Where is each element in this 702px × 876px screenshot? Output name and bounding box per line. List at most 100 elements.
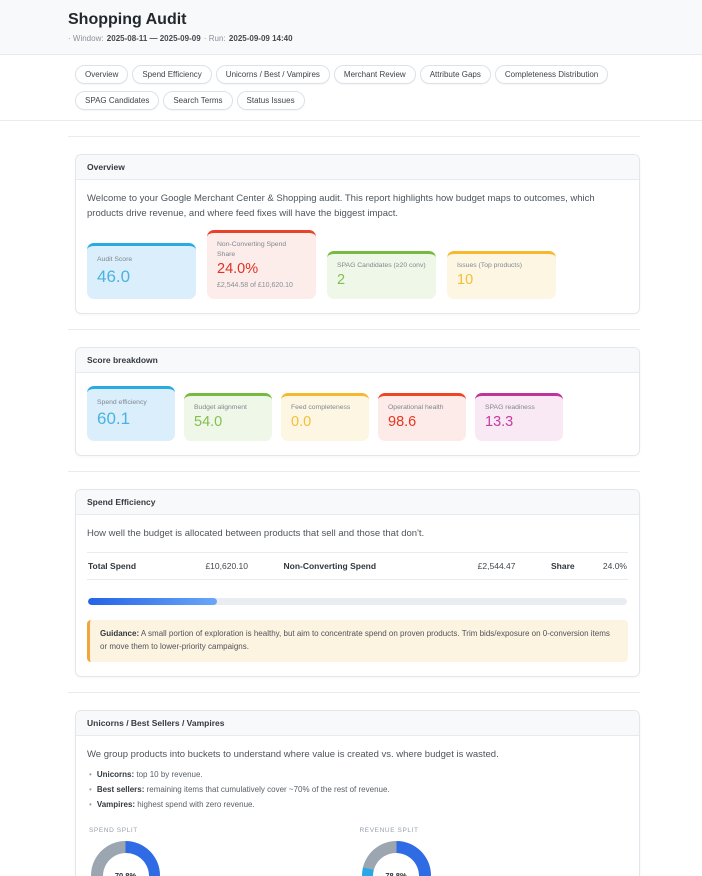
kpi-label: Operational health (388, 404, 444, 412)
score-kpi-card-feed-completeness: Feed completeness 0.0 (281, 393, 369, 442)
section-divider (68, 691, 640, 693)
stat-value: £10,620.10 (205, 561, 248, 572)
stat-label: Non-Converting Spend (283, 561, 377, 572)
section-divider (68, 136, 640, 137)
kpi-subtext: £2,544.58 of £10,620.10 (217, 281, 293, 289)
kpi-label: Spend efficiency (97, 398, 147, 406)
bucket-term: Unicorns: (96, 770, 135, 780)
spend-efficiency-description: How well the budget is allocated between… (87, 528, 425, 540)
bucket-description: highest spend with zero revenue. (135, 800, 255, 810)
bucket-definitions-list: • Unicorns: top 10 by revenue. • Best selle… (87, 770, 628, 809)
bullet-dot-icon: • (89, 800, 92, 810)
bucket-description: top 10 by revenue. (134, 770, 203, 780)
kpi-value: 10 (457, 271, 474, 288)
score-kpi-row: Spend efficiency 60.1 Budget alignment 54.0… (87, 385, 628, 442)
kpi-label: SPAG Candidates (≥20 conv) (337, 261, 426, 269)
kpi-value: 60.1 (97, 409, 131, 429)
overview-section-body: Welcome to your Google Merchant Center &… (76, 180, 639, 313)
spend-efficiency-title: Spend Efficiency (76, 490, 639, 516)
progressbar-fill (88, 598, 218, 606)
non-converting-share-progressbar (88, 598, 627, 606)
kpi-label: Audit Score (97, 256, 133, 264)
spend-efficiency-body: How well the budget is allocated between… (76, 515, 639, 675)
unicorns-intro: We group products into buckets to unders… (87, 748, 499, 760)
guidance-callout: Guidance: A small portion of exploration… (87, 620, 628, 662)
nav-pill-search-terms[interactable]: Search Terms (163, 91, 233, 110)
page-header: Shopping Audit · Window: 2025-08-11 — 20… (0, 0, 702, 55)
nav-pill-status-issues[interactable]: Status Issues (236, 91, 305, 110)
revenue-split-chart: REVENUE SPLIT 78.8% (358, 827, 629, 876)
stat-non-converting-spend: Non-Converting Spend £2,544.47 (284, 561, 516, 571)
overview-kpi-card-audit-score: Audit Score 46.0 (87, 243, 196, 299)
kpi-value: 24.0% (217, 260, 259, 277)
nav-pill-spend-efficiency[interactable]: Spend Efficiency (132, 65, 212, 84)
run-value: 2025-09-09 14:40 (228, 34, 293, 43)
spend-split-chart: SPEND SPLIT 70.8% (87, 827, 358, 876)
stat-value: £2,544.47 (477, 561, 516, 572)
stat-share: Share 24.0% (551, 561, 627, 571)
bucket-definition-best-sellers: • Best sellers: remaining items that cumu… (89, 785, 628, 794)
bullet-dot-icon: • (89, 785, 92, 795)
guidance-label: Guidance: (100, 629, 140, 639)
spend-efficiency-section: Spend Efficiency How well the budget is … (75, 489, 640, 677)
stat-total-spend: Total Spend £10,620.10 (88, 561, 248, 571)
bullet-dot-icon: • (89, 770, 92, 780)
score-kpi-card-operational-health: Operational health 98.6 (378, 393, 466, 442)
nav-pill-unicorns-best-vampires[interactable]: Unicorns / Best / Vampires (215, 65, 330, 84)
revenue-split-donut: 78.8% (361, 841, 431, 876)
kpi-value: 98.6 (388, 414, 417, 431)
bucket-definition-unicorns: • Unicorns: top 10 by revenue. (89, 770, 628, 779)
unicorns-section-title: Unicorns / Best Sellers / Vampires (76, 710, 639, 736)
nav-pill-attribute-gaps[interactable]: Attribute Gaps (419, 65, 491, 84)
guidance-text: A small portion of exploration is health… (100, 629, 610, 651)
overview-section-title: Overview (76, 155, 639, 180)
kpi-label: Non-Converting Spend Share (217, 241, 287, 258)
report-meta: · Window: 2025-08-11 — 2025-09-09 · Run:… (68, 34, 682, 43)
report-content: Overview Welcome to your Google Merchant… (68, 136, 640, 876)
score-kpi-card-spend-efficiency: Spend efficiency 60.1 (87, 385, 175, 442)
unicorns-section-body: We group products into buckets to unders… (76, 736, 639, 876)
unicorns-section: Unicorns / Best Sellers / Vampires We gr… (75, 709, 640, 876)
window-value: 2025-08-11 — 2025-09-09 (106, 34, 201, 43)
section-nav: Overview Spend Efficiency Unicorns / Best … (0, 55, 702, 121)
chart-title: SPEND SPLIT (89, 827, 138, 835)
kpi-value: 54.0 (194, 414, 223, 431)
stat-label: Share (551, 561, 575, 572)
kpi-value: 2 (337, 271, 346, 288)
spend-stats-row: Total Spend £10,620.10 Non-Converting Spen… (87, 552, 628, 581)
score-breakdown-section: Score breakdown Spend efficiency 60.1 Budg… (75, 346, 640, 457)
kpi-value: 0.0 (291, 414, 312, 431)
chart-title: REVENUE SPLIT (359, 827, 419, 835)
nav-pill-merchant-review[interactable]: Merchant Review (333, 65, 416, 84)
overview-kpi-row: Audit Score 46.0 Non-Converting Spend Shar… (87, 230, 628, 299)
window-label: · Window: (68, 34, 104, 43)
donut-center-label: 70.8% (102, 852, 149, 876)
stat-label: Total Spend (88, 561, 137, 572)
page-title: Shopping Audit (68, 11, 187, 28)
overview-intro: Welcome to your Google Merchant Center &… (87, 193, 595, 219)
bucket-definition-vampires: • Vampires: highest spend with zero reven… (89, 800, 628, 809)
section-divider (68, 328, 640, 330)
split-charts-row: SPEND SPLIT 70.8% REVENUE SPLIT 78.8% (87, 827, 628, 876)
score-kpi-card-spag-readiness: SPAG readiness 13.3 (475, 393, 563, 442)
nav-pill-spag-candidates[interactable]: SPAG Candidates (75, 91, 160, 110)
nav-pill-completeness-distribution[interactable]: Completeness Distribution (494, 65, 609, 84)
section-divider (68, 471, 640, 473)
spend-split-donut: 70.8% (91, 841, 160, 876)
run-label: · Run: (203, 34, 226, 43)
kpi-value: 13.3 (485, 414, 514, 431)
kpi-label: Feed completeness (291, 404, 351, 412)
nav-pill-overview[interactable]: Overview (75, 65, 129, 84)
kpi-label: Budget alignment (194, 404, 247, 412)
overview-section: Overview Welcome to your Google Merchant… (75, 154, 640, 314)
stat-value: 24.0% (602, 561, 627, 572)
overview-kpi-card-spag-candidates-20-conv: SPAG Candidates (≥20 conv) 2 (327, 250, 436, 299)
kpi-label: SPAG readiness (485, 404, 535, 412)
kpi-label: Issues (Top products) (457, 261, 522, 269)
bucket-description: remaining items that cumulatively cover … (144, 785, 390, 795)
overview-kpi-card-non-converting-spend-share: Non-Converting Spend Share 24.0% £2,544.58… (207, 230, 316, 299)
bucket-term: Vampires: (96, 800, 136, 810)
score-breakdown-body: Spend efficiency 60.1 Budget alignment 54.0… (76, 373, 639, 455)
donut-center-label: 78.8% (373, 852, 419, 876)
bucket-term: Best sellers: (96, 785, 145, 795)
